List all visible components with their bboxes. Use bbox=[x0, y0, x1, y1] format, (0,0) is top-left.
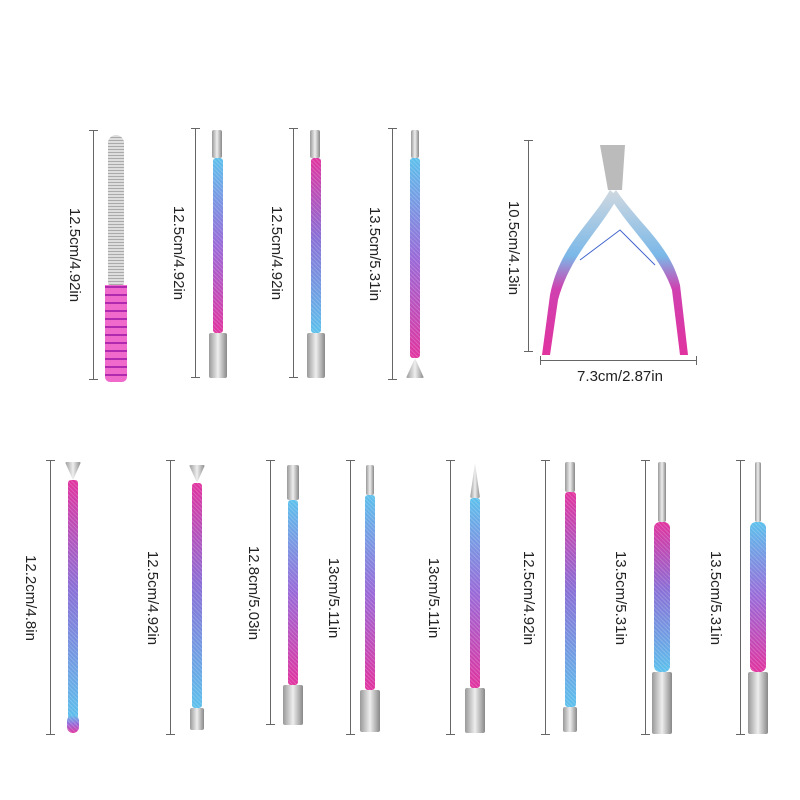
dimension-label: 13cm/5.11in bbox=[425, 557, 442, 639]
tool-tip bbox=[470, 463, 480, 498]
tool-tip bbox=[209, 333, 227, 378]
cuticle-tool bbox=[565, 492, 576, 707]
tool-tip bbox=[67, 715, 79, 733]
tool-tip bbox=[310, 130, 320, 158]
dimension-label: 12.2cm/4.8in bbox=[22, 555, 39, 641]
dimension-line bbox=[346, 460, 355, 735]
dimension-label: 13.5cm/5.31in bbox=[366, 206, 383, 302]
cuticle-pusher bbox=[654, 522, 670, 672]
tool-tip bbox=[406, 358, 424, 378]
tool-tip bbox=[755, 462, 761, 522]
dimension-line bbox=[736, 460, 745, 735]
dimension-label: 13.5cm/5.31in bbox=[707, 550, 724, 646]
tool-tip bbox=[360, 690, 380, 732]
dimension-line bbox=[541, 460, 550, 735]
tool-tip bbox=[366, 465, 374, 495]
dimension-line bbox=[266, 460, 275, 725]
tool-tip bbox=[465, 688, 485, 733]
cuticle-tool bbox=[68, 480, 78, 720]
dimension-label: 13.5cm/5.31in bbox=[612, 550, 629, 646]
cuticle-nipper bbox=[542, 145, 688, 355]
cuticle-pusher bbox=[213, 158, 223, 333]
dimension-line bbox=[388, 128, 397, 380]
dimension-label: 7.3cm/2.87in bbox=[577, 368, 663, 385]
tool-tip bbox=[565, 462, 575, 492]
nail-file bbox=[108, 135, 124, 285]
dimension-line bbox=[289, 128, 298, 378]
cuticle-pusher bbox=[311, 158, 321, 333]
tool-tip bbox=[411, 130, 419, 158]
tool-tip bbox=[307, 333, 325, 378]
tool-tip bbox=[652, 672, 672, 734]
dimension-label: 12.5cm/4.92in bbox=[170, 205, 187, 301]
dimension-line bbox=[46, 460, 55, 735]
dimension-label: 10.5cm/4.13in bbox=[505, 200, 522, 296]
tool-tip bbox=[283, 685, 303, 725]
dimension-line bbox=[524, 140, 533, 352]
cuticle-pusher bbox=[410, 158, 420, 358]
dimension-line bbox=[166, 460, 175, 735]
cuticle-pusher bbox=[470, 498, 480, 688]
nail-file-handle bbox=[105, 285, 127, 382]
dimension-label: 12.5cm/4.92in bbox=[268, 205, 285, 301]
tool-tip bbox=[212, 130, 222, 158]
tool-tip bbox=[65, 462, 81, 480]
tool-tip bbox=[287, 465, 299, 500]
tool-tip bbox=[189, 465, 205, 483]
cuticle-pusher bbox=[288, 500, 298, 685]
tool-tip bbox=[563, 707, 577, 732]
dimension-label: 13cm/5.11in bbox=[325, 557, 342, 639]
dimension-label: 12.5cm/4.92in bbox=[144, 550, 161, 646]
cuticle-pusher bbox=[750, 522, 766, 672]
dimension-line bbox=[641, 460, 650, 735]
dimension-line bbox=[446, 460, 455, 735]
tool-tip bbox=[748, 672, 768, 734]
dimension-label: 12.5cm/4.92in bbox=[66, 207, 83, 303]
dimension-label: 12.5cm/4.92in bbox=[520, 550, 537, 646]
tool-tip bbox=[658, 462, 666, 522]
dimension-line bbox=[191, 128, 200, 378]
dimension-label: 12.8cm/5.03in bbox=[245, 545, 262, 641]
cuticle-tool bbox=[192, 483, 202, 708]
cuticle-pusher bbox=[365, 495, 375, 690]
dimension-line bbox=[540, 356, 697, 365]
tool-tip bbox=[190, 708, 204, 730]
dimension-line bbox=[89, 130, 98, 380]
